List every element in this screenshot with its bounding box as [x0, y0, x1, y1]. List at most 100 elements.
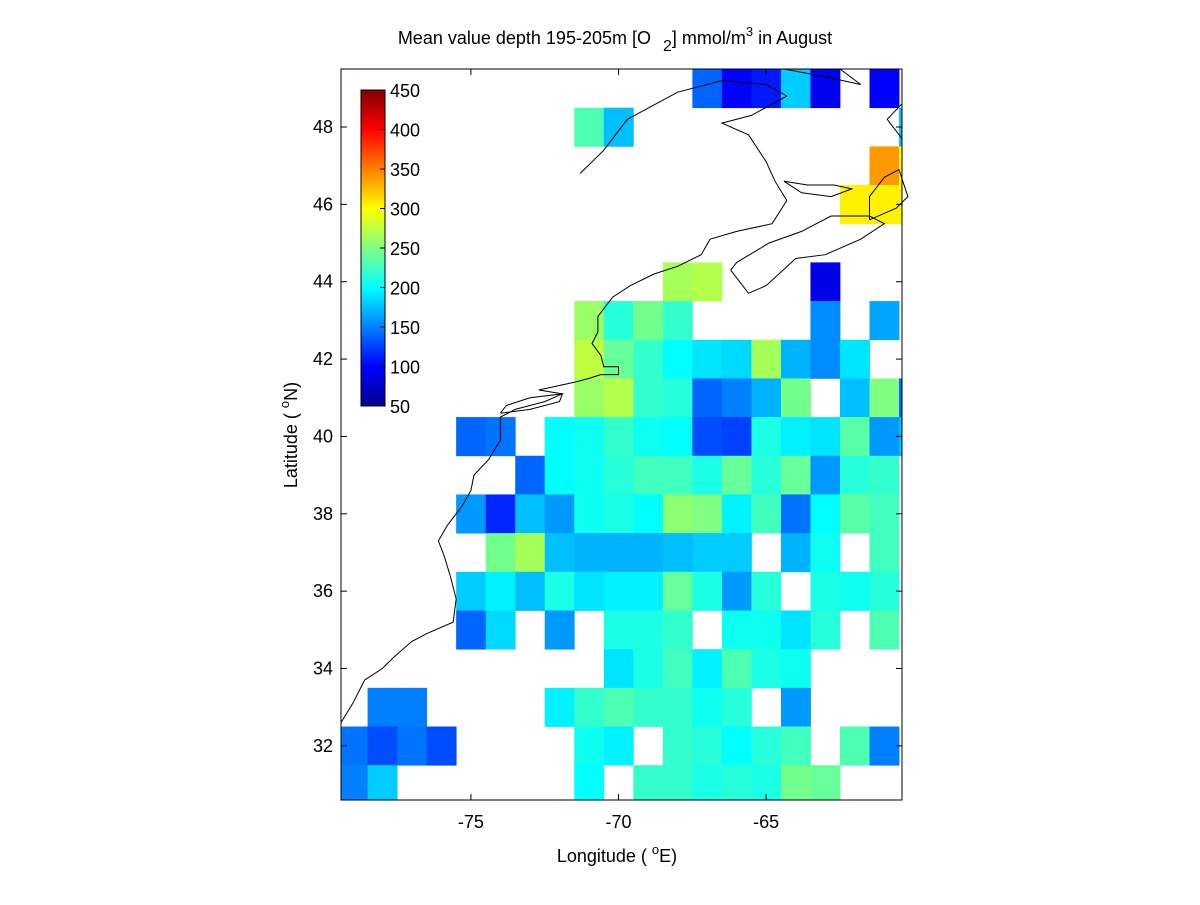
heatmap-cell: [869, 146, 900, 186]
heatmap-cell: [603, 301, 634, 341]
heatmap-cell: [780, 455, 811, 495]
heatmap-cell: [603, 571, 634, 611]
coastline-nova-scotia-line: [730, 215, 886, 294]
heatmap-cell: [544, 417, 575, 457]
heatmap-cell: [426, 726, 457, 766]
y-tick-label: 36: [313, 581, 333, 601]
heatmap-cell: [810, 494, 841, 534]
heatmap-cell: [869, 417, 900, 457]
heatmap-cell: [751, 726, 782, 766]
coastline-long-island-line: [500, 393, 564, 414]
heatmap-cell: [633, 533, 664, 573]
coastline: [340, 68, 909, 723]
heatmap-cell: [574, 571, 605, 611]
heatmap-cell: [869, 494, 900, 534]
heatmap-cell: [780, 649, 811, 689]
y-tick-label: 32: [313, 736, 333, 756]
x-tick-label: -70: [606, 812, 632, 832]
heatmap-cell: [780, 533, 811, 573]
heatmap-cell: [721, 339, 752, 379]
heatmap-cell: [780, 378, 811, 418]
heatmap-cell: [574, 726, 605, 766]
heatmap-cell: [485, 610, 516, 650]
heatmap-cell: [397, 726, 428, 766]
colorbar-tick-label: 250: [390, 239, 420, 259]
heatmap-cell: [633, 494, 664, 534]
heatmap-cell: [662, 494, 693, 534]
heatmap-cell: [780, 69, 811, 109]
heatmap-cell: [633, 378, 664, 418]
colorbar: 450 400 350 300 250 200 150 100 50: [360, 81, 420, 417]
heatmap-cell: [633, 571, 664, 611]
heatmap-cells: [341, 69, 903, 801]
heatmap-cell: [899, 378, 903, 418]
heatmap-cell: [869, 610, 900, 650]
heatmap-cell: [839, 455, 870, 495]
heatmap-cell: [780, 765, 811, 801]
heatmap-cell: [544, 571, 575, 611]
heatmap-cell: [692, 494, 723, 534]
coastline-line: [340, 80, 788, 723]
heatmap-cell: [574, 107, 605, 147]
heatmap-cell: [692, 533, 723, 573]
heatmap-cell: [603, 649, 634, 689]
colorbar-tick-label: 300: [390, 200, 420, 220]
heatmap-cell: [810, 571, 841, 611]
heatmap-cell: [633, 765, 664, 801]
chart-title: Mean value depth 195-205m [O 2] mmol/m3 i…: [398, 24, 832, 55]
heatmap-cell: [721, 726, 752, 766]
heatmap-cell: [544, 533, 575, 573]
heatmap-cell: [839, 185, 870, 225]
y-tick-label: 44: [313, 272, 333, 292]
heatmap-cell: [603, 687, 634, 727]
heatmap-cell: [839, 339, 870, 379]
heatmap-cell: [544, 610, 575, 650]
heatmap-cell: [456, 417, 487, 457]
y-tick-label: 40: [313, 426, 333, 446]
heatmap-cell: [692, 262, 723, 302]
coastline-cape-breton-line: [869, 168, 909, 221]
heatmap-cell: [692, 726, 723, 766]
y-tick-label: 46: [313, 194, 333, 214]
heatmap-cell: [839, 417, 870, 457]
heatmap-cell: [662, 610, 693, 650]
heatmap-cell: [721, 69, 752, 109]
colorbar-tick-label: 150: [390, 318, 420, 338]
heatmap-cell: [515, 455, 546, 495]
heatmap-cell: [780, 610, 811, 650]
heatmap-cell: [574, 378, 605, 418]
heatmap-cell: [810, 339, 841, 379]
colorbar-tick-label: 100: [390, 358, 420, 378]
x-tick-label: -75: [458, 812, 484, 832]
heatmap-cell: [633, 301, 664, 341]
heatmap-cell: [662, 417, 693, 457]
heatmap-cell: [515, 533, 546, 573]
heatmap-cell: [603, 378, 634, 418]
heatmap-cell: [721, 649, 752, 689]
colorbar-tick-label: 50: [390, 397, 410, 417]
heatmap-cell: [721, 533, 752, 573]
heatmap-cell: [633, 649, 664, 689]
heatmap-cell: [544, 687, 575, 727]
heatmap-cell: [603, 107, 634, 147]
heatmap-cell: [456, 571, 487, 611]
heatmap-cell: [662, 649, 693, 689]
heatmap-cell: [574, 494, 605, 534]
coastline-newfoundland-line: [886, 103, 903, 139]
heatmap-cell: [603, 726, 634, 766]
heatmap-cell: [869, 533, 900, 573]
heatmap-cell: [810, 455, 841, 495]
heatmap-cell: [367, 765, 398, 801]
heatmap-cell: [810, 765, 841, 801]
heatmap-cell: [751, 455, 782, 495]
heatmap-cell: [692, 339, 723, 379]
heatmap-cell: [721, 687, 752, 727]
heatmap-cell: [869, 378, 900, 418]
heatmap-cell: [692, 687, 723, 727]
heatmap-cell: [574, 339, 605, 379]
heatmap-cell: [574, 765, 605, 801]
heatmap-cell: [751, 378, 782, 418]
heatmap-cell: [662, 726, 693, 766]
